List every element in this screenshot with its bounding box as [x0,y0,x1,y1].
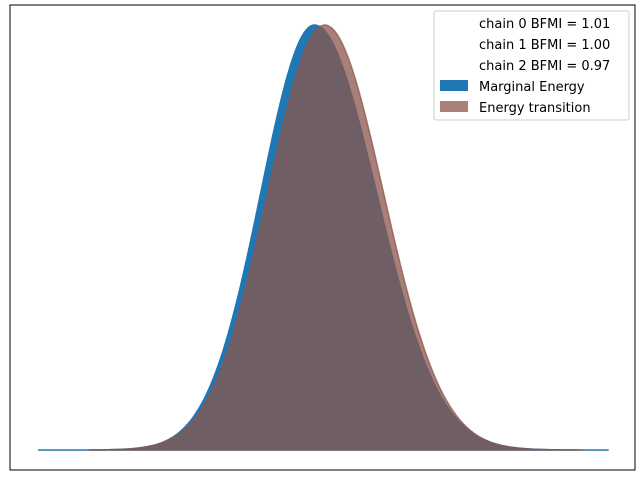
density-areas [38,24,609,451]
legend-energy-transition: Energy transition [479,101,591,116]
legend-swatch-marginal-energy [440,80,468,91]
legend-box [433,10,630,121]
legend-chain-0: chain 0 BFMI = 1.01 [479,17,610,32]
legend-chain-1: chain 1 BFMI = 1.00 [479,38,610,53]
legend-swatch-energy-transition [440,101,468,112]
legend-chain-2: chain 2 BFMI = 0.97 [479,59,610,74]
density-area-energy-transition [89,24,583,451]
legend: chain 0 BFMI = 1.01 chain 1 BFMI = 1.00 … [433,10,630,121]
axes-frame [9,4,636,471]
legend-marginal-energy: Marginal Energy [479,80,585,95]
